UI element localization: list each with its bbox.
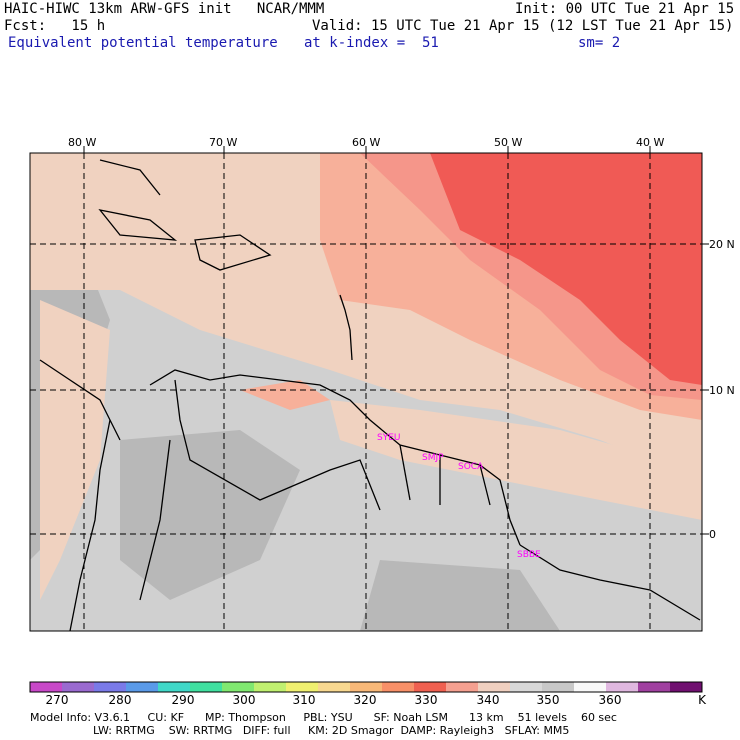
coastline-cuba: [98, 209, 178, 241]
header-level: at k-index = 51: [304, 35, 439, 51]
header-field: Equivalent potential temperature: [8, 35, 278, 51]
coastlines: [39, 159, 701, 631]
colorbar-swatch: [478, 682, 511, 692]
lon-label-60w: 60 W: [352, 136, 380, 149]
colorbar-swatch: [286, 682, 319, 692]
field-tan-area: [40, 300, 110, 600]
colorbar-swatch: [126, 682, 159, 692]
colorbar-swatch: [542, 682, 575, 692]
colorbar-swatch: [318, 682, 351, 692]
coastline-brazil: [519, 544, 701, 621]
colorbar-frame: [29, 681, 703, 693]
colorbar-unit: K: [698, 693, 706, 707]
lat-label-10n: 10 N: [709, 384, 735, 397]
station-sbbe: SBBE: [517, 550, 541, 560]
islands-lesser-antilles: [339, 294, 353, 361]
colorbar-swatch: [638, 682, 671, 692]
header-title: HAIC-HIWC 13km ARW-GFS init NCAR/MMM: [4, 1, 325, 17]
field-red-area: [430, 153, 702, 385]
graticule: [30, 153, 702, 631]
station-soca: SOCA: [458, 462, 484, 472]
footer-physics-info: LW: RRTMG SW: RRTMG DIFF: full KM: 2D Sm…: [30, 724, 570, 737]
coastline-florida: [99, 159, 161, 196]
border-guyana: [399, 444, 411, 501]
colorbar-label-330: 330: [414, 693, 438, 707]
colorbar-label-280: 280: [108, 693, 132, 707]
lat-label-20n: 20 N: [709, 238, 735, 251]
colorbar-swatch: [30, 682, 63, 692]
colorbar-label-310: 310: [292, 693, 316, 707]
lon-label-40w: 40 W: [636, 136, 664, 149]
colorbar-swatch: [574, 682, 607, 692]
header-valid: Valid: 15 UTC Tue 21 Apr 15 (12 LST Tue …: [312, 18, 734, 34]
border-french-guiana: [479, 464, 491, 506]
coastline-hispaniola: [194, 234, 272, 271]
colorbar-swatch: [94, 682, 127, 692]
coastline-south-america-north: [149, 369, 521, 546]
border-venezuela: [174, 379, 381, 511]
coastline-central-america: [39, 359, 121, 441]
colorbar-swatch: [62, 682, 95, 692]
lon-label-80w: 80 W: [68, 136, 96, 149]
colorbar-swatch: [414, 682, 447, 692]
field-grey-area: [360, 560, 560, 631]
field-tan-area: [330, 400, 702, 520]
colorbar-swatch: [158, 682, 191, 692]
station-syeu: SYEU: [377, 433, 400, 443]
colorbar-swatch: [606, 682, 639, 692]
header-init: Init: 00 UTC Tue 21 Apr 15: [515, 1, 735, 17]
colorbar-swatch: [670, 682, 703, 692]
border-colombia: [139, 439, 171, 601]
header-smoothing: sm= 2: [578, 35, 621, 51]
header-forecast: Fcst: 15 h: [4, 18, 106, 34]
colorbar-swatch: [510, 682, 543, 692]
field-peach-area: [240, 380, 330, 410]
field-grey-area: [120, 430, 300, 600]
colorbar-label-270: 270: [45, 693, 69, 707]
colorbar: [29, 681, 703, 693]
lon-label-50w: 50 W: [494, 136, 522, 149]
colorbar-label-320: 320: [353, 693, 377, 707]
lat-label-0: 0: [709, 528, 716, 541]
coastline-pacific: [69, 419, 111, 631]
colorbar-label-360: 360: [598, 693, 622, 707]
lon-label-70w: 70 W: [209, 136, 237, 149]
station-smjp: SMJP: [422, 453, 444, 463]
colorbar-swatch: [446, 682, 479, 692]
colorbar-label-290: 290: [171, 693, 195, 707]
colorbar-swatch: [254, 682, 287, 692]
colorbar-swatch: [350, 682, 383, 692]
lon-ticks: [83, 146, 651, 153]
colorbar-label-340: 340: [476, 693, 500, 707]
footer-model-info: Model Info: V3.6.1 CU: KF MP: Thompson P…: [30, 711, 617, 724]
lat-ticks: [702, 243, 709, 535]
colorbar-label-350: 350: [536, 693, 560, 707]
colorbar-swatch: [222, 682, 255, 692]
colorbar-swatch: [190, 682, 223, 692]
colorbar-label-300: 300: [232, 693, 256, 707]
colorbar-swatch: [382, 682, 415, 692]
